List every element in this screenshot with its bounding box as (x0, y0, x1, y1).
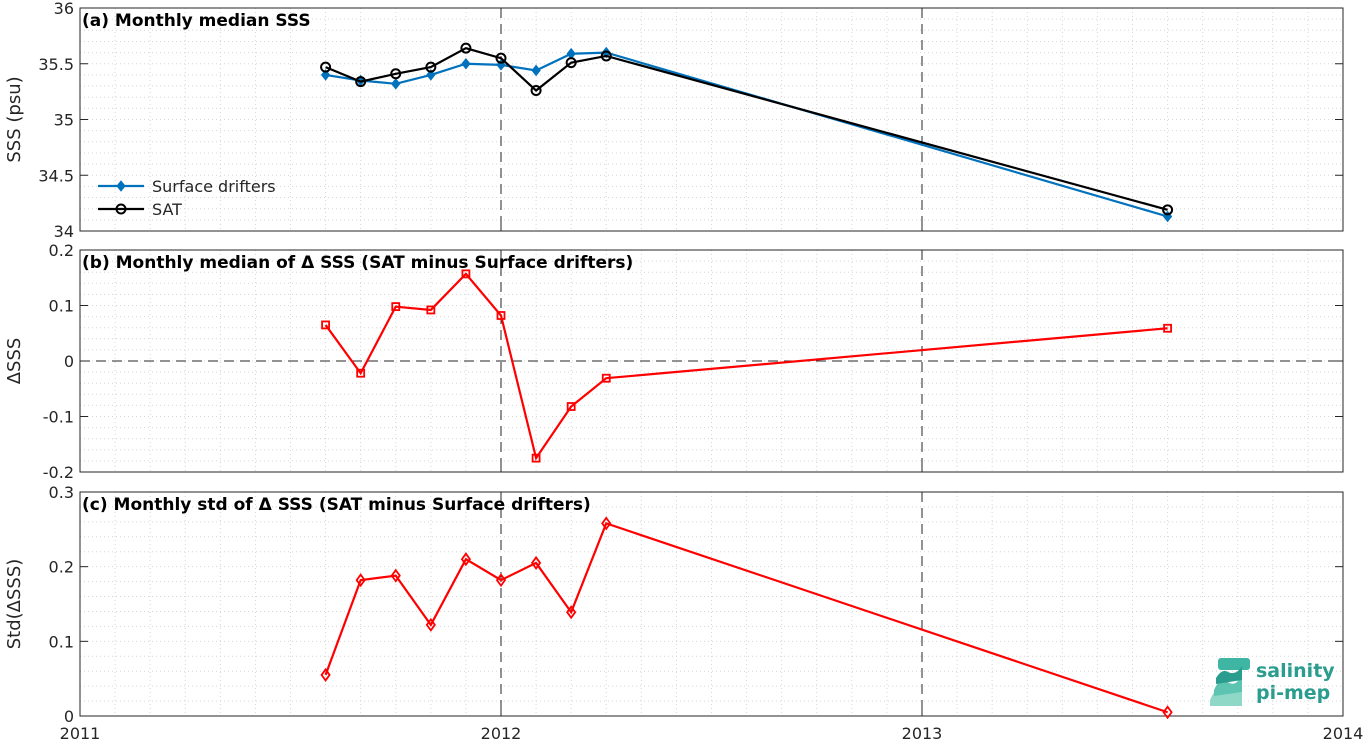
data-point (565, 57, 577, 69)
data-point (1162, 204, 1174, 216)
y-tick-label: 0.2 (49, 241, 74, 260)
data-point (426, 305, 436, 315)
data-point (426, 69, 436, 81)
data-point (461, 57, 471, 70)
legend-label: Surface drifters (152, 177, 276, 196)
y-tick-label: 0.1 (49, 297, 74, 316)
y-tick-label: 34 (54, 222, 74, 241)
axes-box (79, 7, 1344, 232)
data-point (531, 453, 541, 463)
data-point (461, 269, 471, 279)
axes-box (79, 491, 1344, 717)
y-axis-label: ΔSSS (4, 338, 25, 385)
y-tick-label: 0 (64, 707, 74, 726)
data-point (530, 85, 542, 97)
y-tick-label: 34.5 (38, 166, 74, 185)
y-tick-label: -0.2 (43, 463, 74, 482)
data-point (390, 568, 401, 583)
data-point (391, 302, 401, 312)
data-point (115, 203, 127, 215)
y-axis-label: Std(ΔSSS) (4, 559, 25, 650)
data-point (601, 46, 611, 59)
x-tick-label: 2012 (481, 724, 522, 743)
y-axis-label: SSS (psu) (4, 76, 25, 162)
y-tick-label: 0.2 (49, 558, 74, 577)
data-point (460, 42, 472, 54)
legend-label: SAT (152, 200, 182, 219)
data-point (566, 402, 576, 411)
panel-title: (c) Monthly std of Δ SSS (SAT minus Surf… (82, 495, 591, 515)
series-line-2 (325, 46, 1168, 211)
y-tick-label: -0.1 (43, 408, 74, 427)
data-point (1163, 323, 1172, 333)
data-point (566, 605, 577, 620)
data-point (496, 311, 506, 320)
y-tick-label: 0.1 (49, 632, 74, 651)
data-point (320, 667, 331, 682)
x-tick-label: 2013 (902, 724, 943, 743)
panel-1: 34 34.5 35 35.5 36 SSS (psu) (a) Monthly media… (4, 0, 1344, 241)
data-point (390, 68, 402, 80)
logo-line1: salinity (1256, 660, 1335, 682)
panel-3: 0 0.1 0.2 0.3 2011 2012 2013 2014 Std(ΔSSS) (c) M… (4, 483, 1363, 743)
panel-title: (a) Monthly median SSS (82, 11, 311, 31)
data-point (355, 76, 367, 88)
data-point (530, 555, 542, 570)
data-point (320, 69, 331, 81)
x-tick-label: 2011 (60, 724, 101, 743)
x-tick-label: 2014 (1323, 724, 1364, 743)
panel-title: (b) Monthly median of Δ SSS (SAT minus S… (82, 253, 633, 273)
data-point (355, 573, 366, 588)
data-point (531, 64, 541, 77)
logo-waves-icon (1210, 658, 1250, 706)
y-tick-label: 0 (64, 352, 74, 371)
data-point (601, 373, 611, 383)
data-point (321, 320, 330, 330)
data-point (460, 552, 472, 567)
data-point (601, 516, 612, 531)
salinity-pi-mep-logo: salinity pi-mep (1210, 658, 1335, 706)
data-point (495, 573, 507, 588)
series-line-1 (325, 51, 1168, 218)
y-tick-label: 35 (54, 111, 74, 130)
data-point (356, 368, 366, 378)
y-tick-label: 36 (54, 0, 74, 18)
logo-line2: pi-mep (1256, 682, 1330, 704)
data-point (320, 61, 332, 73)
data-point (116, 180, 126, 192)
data-point (495, 52, 507, 64)
y-tick-label: 35.5 (38, 55, 74, 74)
data-point (1162, 705, 1173, 720)
panel-2: -0.2 -0.1 0 0.1 0.2 ΔSSS (b) Monthly median of… (4, 241, 1344, 482)
y-tick-label: 0.3 (49, 483, 74, 502)
data-point (600, 50, 612, 62)
data-point (425, 617, 436, 632)
data-point (425, 61, 437, 73)
series-line-1 (324, 272, 1168, 461)
series-line-1 (324, 521, 1168, 714)
data-point (391, 78, 401, 90)
